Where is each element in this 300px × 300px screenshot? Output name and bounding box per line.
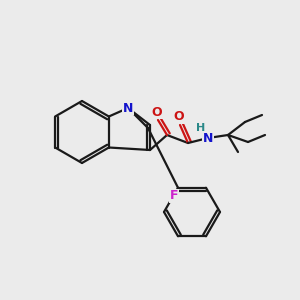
Text: N: N: [123, 101, 133, 115]
Text: F: F: [170, 189, 178, 202]
Text: N: N: [203, 131, 213, 145]
Text: O: O: [174, 110, 184, 124]
Text: O: O: [152, 106, 162, 118]
Text: H: H: [196, 123, 206, 133]
